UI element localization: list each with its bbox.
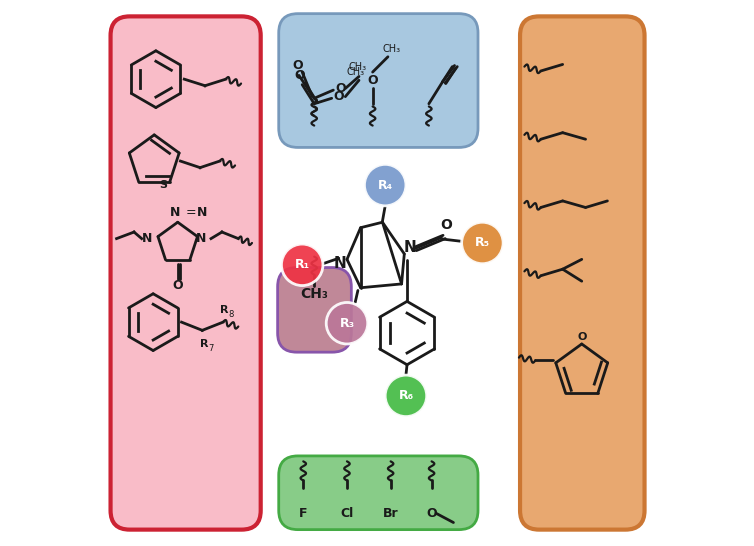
- FancyBboxPatch shape: [279, 14, 478, 147]
- Text: O: O: [335, 82, 346, 95]
- Text: N: N: [142, 232, 152, 245]
- Text: S: S: [159, 180, 167, 190]
- FancyBboxPatch shape: [277, 268, 351, 352]
- Text: R₁: R₁: [295, 258, 310, 271]
- Text: O: O: [426, 507, 437, 520]
- Text: N: N: [196, 232, 207, 245]
- Circle shape: [461, 222, 503, 264]
- Text: O: O: [577, 333, 587, 342]
- Text: Cl: Cl: [340, 507, 354, 520]
- Text: O: O: [368, 74, 379, 87]
- Circle shape: [364, 164, 406, 206]
- Text: 7: 7: [208, 344, 213, 353]
- Text: 8: 8: [228, 310, 234, 319]
- Text: R: R: [200, 339, 208, 349]
- Circle shape: [326, 302, 368, 344]
- Text: O: O: [295, 69, 305, 82]
- Text: Br: Br: [383, 507, 398, 520]
- Text: CH₃: CH₃: [348, 62, 366, 72]
- Text: CH₃: CH₃: [300, 287, 328, 301]
- Text: CH₃: CH₃: [346, 67, 364, 77]
- Circle shape: [385, 375, 427, 417]
- Text: R₄: R₄: [378, 179, 393, 192]
- Text: CH₃: CH₃: [383, 44, 401, 54]
- Text: N: N: [197, 206, 207, 219]
- Text: =: =: [186, 206, 197, 219]
- Text: N: N: [334, 256, 347, 271]
- Text: R₃: R₃: [339, 317, 354, 330]
- Text: R: R: [220, 305, 228, 315]
- Text: N: N: [170, 206, 180, 219]
- Text: O: O: [293, 59, 303, 72]
- Text: O: O: [173, 279, 183, 292]
- Text: O: O: [333, 90, 344, 103]
- Text: N: N: [403, 240, 416, 255]
- Text: F: F: [299, 507, 308, 520]
- Text: O: O: [440, 218, 452, 233]
- Text: R₆: R₆: [398, 389, 413, 402]
- FancyBboxPatch shape: [111, 16, 261, 530]
- FancyBboxPatch shape: [520, 16, 645, 530]
- FancyBboxPatch shape: [279, 456, 478, 530]
- Text: R₅: R₅: [475, 236, 490, 250]
- Circle shape: [281, 244, 323, 286]
